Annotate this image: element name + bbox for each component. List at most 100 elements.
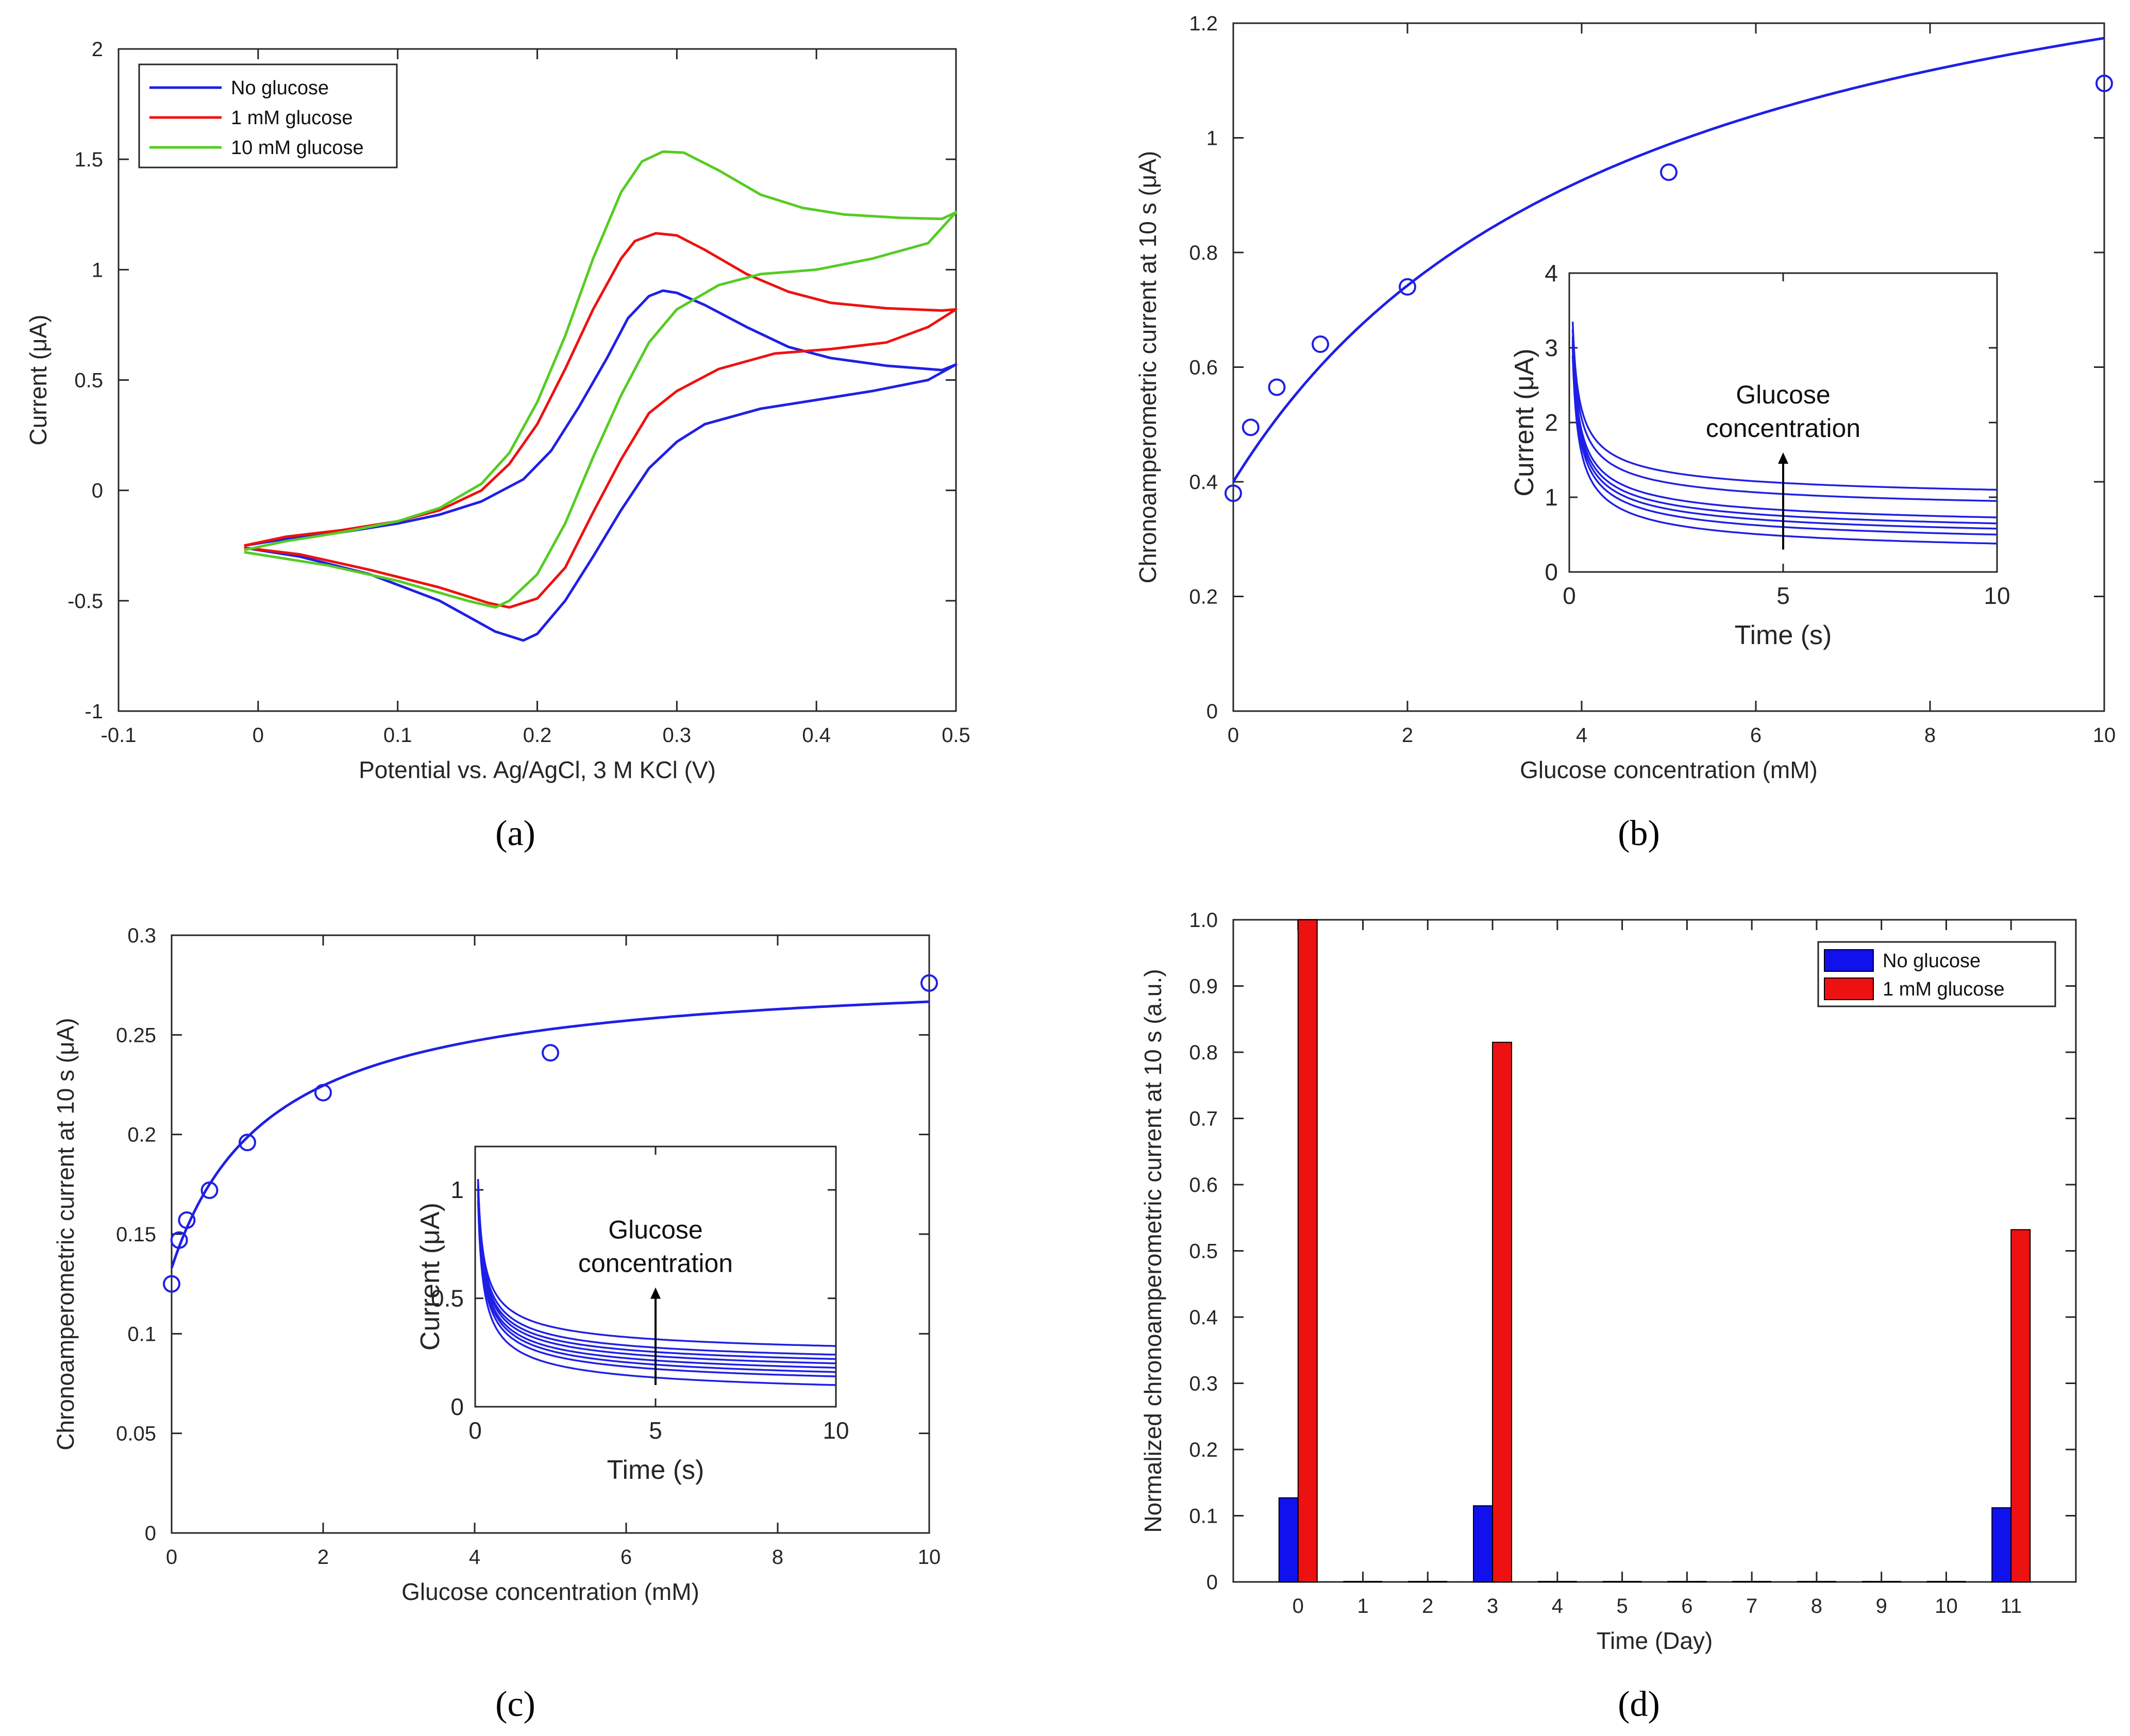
- b-data-point-6: [2095, 74, 2113, 92]
- b-x-tick-label: 10: [2093, 724, 2116, 747]
- b-fit-curve: [1232, 37, 2105, 483]
- b-y-tick-label: 0.8: [1189, 242, 1218, 264]
- c-x-tick-label: 0: [166, 1546, 177, 1569]
- b-inset-y-tick-label: 3: [1545, 334, 1558, 361]
- d-x-tick-label: 8: [1811, 1595, 1822, 1617]
- d-y-tick-label: 0.5: [1189, 1240, 1218, 1263]
- b-inset-y-tick-label: 4: [1545, 260, 1558, 286]
- c-x-axis-label: Glucose concentration (mM): [401, 1578, 699, 1605]
- b-data-point-5: [1660, 163, 1678, 181]
- d-y-tick-label: 0.8: [1189, 1041, 1218, 1064]
- c-inset-curve-4: [477, 1185, 836, 1364]
- c-inset-curve-6: [477, 1181, 836, 1356]
- c-inset-annotation-line-2: concentration: [578, 1249, 733, 1278]
- d-bar-0-10: [1926, 1581, 1947, 1582]
- b-x-tick-label: 6: [1750, 724, 1762, 747]
- c-y-axis-label: Chronoamperometric current at 10 s (μA): [52, 1018, 79, 1450]
- b-inset-y-tick-label: 2: [1545, 409, 1558, 436]
- panel-d-stability-bar-chart: 0 0.1 0.2 0.3 0.4 0.5 0.6 0.7 0.8 0.9 1.0 0 1 2 3 4 5 6 7 8…: [1139, 909, 2077, 1654]
- c-x-tick-label: 2: [317, 1546, 329, 1569]
- d-x-tick-label: 9: [1876, 1595, 1887, 1617]
- a-legend-label-1: 1 mM glucose: [231, 107, 353, 129]
- b-x-tick-label: 0: [1228, 724, 1239, 747]
- d-bar-1-5: [1621, 1581, 1642, 1582]
- panel-label-c: (c): [495, 1684, 535, 1724]
- c-data-point-1: [170, 1231, 188, 1249]
- b-inset-curve-6: [1571, 322, 1998, 491]
- d-y-tick-label: 0.2: [1189, 1439, 1218, 1461]
- a-x-tick-label: 0.5: [942, 724, 970, 747]
- panel-label-d: (d): [1618, 1684, 1660, 1724]
- d-x-tick-label: 7: [1746, 1595, 1757, 1617]
- panel-a-cyclic-voltammogram: -0.1 0 0.1 0.2 0.3 0.4 0.5 -1 -0.5 0 0.5 1 1.5 2 Poten…: [25, 38, 970, 783]
- d-bar-0-6: [1667, 1581, 1688, 1582]
- d-bar-1-3: [1492, 1041, 1513, 1582]
- b-y-tick-label: 1: [1206, 127, 1218, 150]
- b-inset-curve-5: [1571, 329, 1998, 502]
- a-x-tick-label: 0.4: [802, 724, 831, 747]
- b-y-tick-label: 0.2: [1189, 586, 1218, 609]
- d-plot-frame: [1232, 919, 2077, 1583]
- d-y-tick-label: 0.1: [1189, 1505, 1218, 1528]
- a-legend-box: [138, 63, 398, 168]
- d-bar-1-7: [1751, 1581, 1772, 1582]
- c-fit-curve: [170, 1000, 930, 1269]
- b-y-tick-label: 0.4: [1189, 471, 1218, 494]
- a-y-tick-label: 0.5: [74, 369, 103, 392]
- c-inset-x-tick-label: 0: [468, 1417, 482, 1444]
- d-bar-1-6: [1686, 1581, 1707, 1582]
- c-data-point-3: [200, 1181, 219, 1199]
- c-y-tick-label: 0.2: [127, 1124, 156, 1147]
- a-legend-label-0: No glucose: [231, 77, 329, 99]
- c-data-point-7: [920, 974, 938, 992]
- d-x-tick-label: 2: [1422, 1595, 1433, 1617]
- c-x-tick-label: 6: [620, 1546, 632, 1569]
- c-inset-annotation-line-1: Glucose: [608, 1216, 702, 1244]
- a-y-axis-label: Current (μA): [25, 315, 52, 446]
- c-inset-x-tick-label: 10: [823, 1417, 849, 1444]
- b-x-axis-label: Glucose concentration (mM): [1520, 756, 1818, 783]
- b-inset-y-tick-label: 1: [1545, 484, 1558, 511]
- b-inset-x-axis-label: Time (s): [1735, 620, 1832, 650]
- b-inset-curve-1: [1571, 347, 1998, 536]
- b-data-point-0: [1225, 484, 1242, 502]
- b-inset-arrow-head: [1778, 452, 1788, 464]
- b-y-axis-label: Chronoamperometric current at 10 s (μA): [1134, 151, 1161, 583]
- b-inset-curve-2: [1571, 344, 1998, 530]
- c-y-tick-label: 0.15: [116, 1223, 156, 1246]
- d-x-axis-label: Time (Day): [1597, 1627, 1713, 1654]
- d-y-tick-label: 0.3: [1189, 1373, 1218, 1395]
- b-y-tick-label: 1.2: [1189, 12, 1218, 35]
- b-x-tick-label: 4: [1576, 724, 1587, 747]
- a-y-tick-label: -1: [85, 700, 103, 723]
- c-inset-x-axis-label: Time (s): [607, 1455, 705, 1485]
- d-bar-1-10: [1945, 1581, 1966, 1582]
- d-x-tick-label: 4: [1552, 1595, 1563, 1617]
- a-series-line-0: [244, 289, 958, 642]
- d-bar-0-0: [1278, 1497, 1299, 1582]
- c-inset-curve-0: [477, 1201, 836, 1386]
- c-inset-x-tick-label: 5: [649, 1417, 662, 1444]
- c-inset-y-tick-label: 1: [450, 1176, 464, 1203]
- panel-label-b: (b): [1618, 814, 1660, 853]
- d-bar-0-11: [1991, 1507, 2012, 1583]
- d-y-tick-label: 0.9: [1189, 975, 1218, 998]
- d-bar-1-0: [1297, 919, 1318, 1582]
- b-x-tick-label: 2: [1402, 724, 1413, 747]
- d-bar-0-1: [1343, 1581, 1364, 1582]
- c-inset-y-tick-label: 0: [450, 1393, 464, 1420]
- d-x-tick-label: 1: [1357, 1595, 1368, 1617]
- d-bar-1-1: [1362, 1581, 1383, 1582]
- d-y-axis-label: Normalized chronoamperometric current at…: [1139, 969, 1166, 1532]
- a-y-tick-label: 2: [92, 38, 103, 61]
- b-inset-curve-0: [1571, 355, 1998, 545]
- d-legend-swatch-0: [1824, 949, 1874, 972]
- a-x-axis-label: Potential vs. Ag/AgCl, 3 M KCl (V): [359, 756, 716, 783]
- c-inset-curve-7: [477, 1179, 836, 1347]
- c-data-point-5: [314, 1084, 332, 1102]
- d-bar-1-8: [1816, 1581, 1836, 1582]
- a-x-tick-label: 0: [253, 724, 264, 747]
- d-x-tick-label: 6: [1681, 1595, 1692, 1617]
